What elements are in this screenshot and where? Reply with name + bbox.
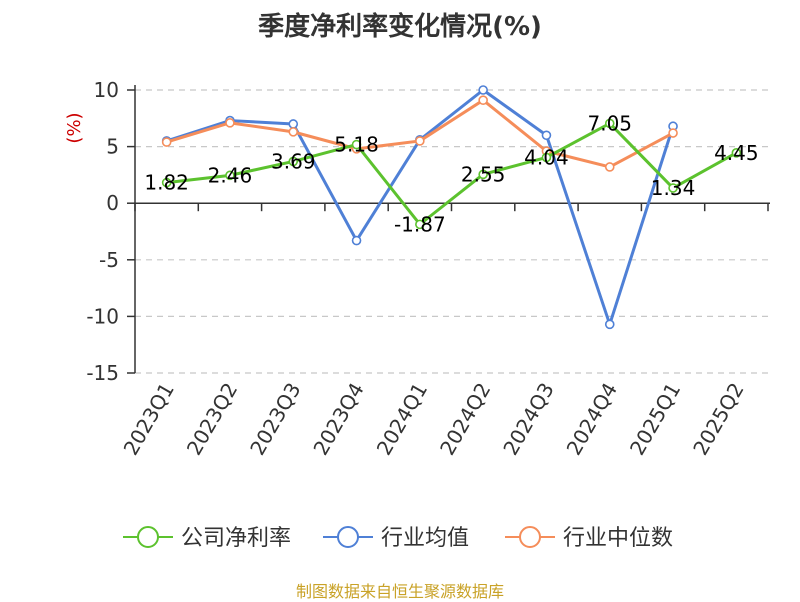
chart-title: 季度净利率变化情况(%) xyxy=(258,12,542,42)
y-axis-label: (%) xyxy=(64,112,85,143)
data-point xyxy=(604,319,615,330)
data-point xyxy=(225,118,235,128)
data-point xyxy=(604,118,615,129)
data-point xyxy=(731,148,742,158)
data-label: 7.05 xyxy=(587,111,632,135)
legend-marker xyxy=(519,526,541,548)
x-tick-label: 2023Q2 xyxy=(182,379,242,460)
data-point xyxy=(668,128,678,138)
data-point xyxy=(161,137,172,147)
y-tick-label: 10 xyxy=(94,78,119,102)
x-tick-label: 2023Q3 xyxy=(245,379,305,460)
data-point xyxy=(541,130,552,141)
data-label: 2.55 xyxy=(461,162,506,186)
data-point xyxy=(351,139,362,150)
data-point xyxy=(478,169,488,180)
data-label: 4.45 xyxy=(714,141,759,165)
data-point xyxy=(415,136,425,146)
y-tick-label: -10 xyxy=(86,304,119,328)
data-point xyxy=(415,219,425,230)
legend-label: 行业均值 xyxy=(381,526,469,551)
data-label: 1.34 xyxy=(651,176,696,200)
data-point xyxy=(161,177,172,188)
data-point xyxy=(668,183,678,193)
legend-label: 行业中位数 xyxy=(563,526,673,551)
data-labels: 1.82 2.46 3.69 5.18 -1.87 2.55 4.04 7.05 1.34 4.4… xyxy=(144,111,758,236)
data-point xyxy=(288,119,299,129)
data-point xyxy=(604,162,615,172)
data-label: -1.87 xyxy=(394,212,446,236)
data-point xyxy=(351,235,362,246)
series-line xyxy=(166,121,738,226)
x-tick-label: 2024Q4 xyxy=(562,379,622,460)
data-point xyxy=(225,170,235,181)
x-tick-label: 2025Q2 xyxy=(688,379,748,460)
data-point xyxy=(541,152,552,163)
data-label: 3.69 xyxy=(271,149,316,173)
data-label: 2.46 xyxy=(208,163,253,187)
data-point xyxy=(478,95,488,105)
y-tick-label: -15 xyxy=(86,361,119,385)
x-tick-label: 2024Q3 xyxy=(498,379,558,460)
data-label: 1.82 xyxy=(144,171,189,195)
legend-label: 公司净利率 xyxy=(181,526,291,551)
x-tick-label: 2024Q1 xyxy=(372,379,432,460)
data-label: 4.04 xyxy=(524,145,569,169)
data-label: 5.18 xyxy=(334,133,379,157)
x-tick-label: 2025Q1 xyxy=(625,379,685,460)
legend-marker xyxy=(137,526,159,548)
data-point xyxy=(288,156,299,167)
x-tick-label: 2024Q2 xyxy=(435,379,495,460)
y-tick-label: 0 xyxy=(106,191,119,215)
source-note: 制图数据来自恒生聚源数据库 xyxy=(295,582,504,601)
series-lines xyxy=(161,85,742,330)
legend: 公司净利率 行业均值 行业中位数 xyxy=(123,526,673,551)
x-tick-label: 2023Q4 xyxy=(308,379,368,460)
data-point xyxy=(478,85,488,95)
y-tick-label: -5 xyxy=(99,248,119,272)
x-tick-label: 2023Q1 xyxy=(119,379,179,460)
y-tick-label: 5 xyxy=(106,135,119,159)
legend-marker xyxy=(337,526,359,548)
data-point xyxy=(288,127,299,137)
